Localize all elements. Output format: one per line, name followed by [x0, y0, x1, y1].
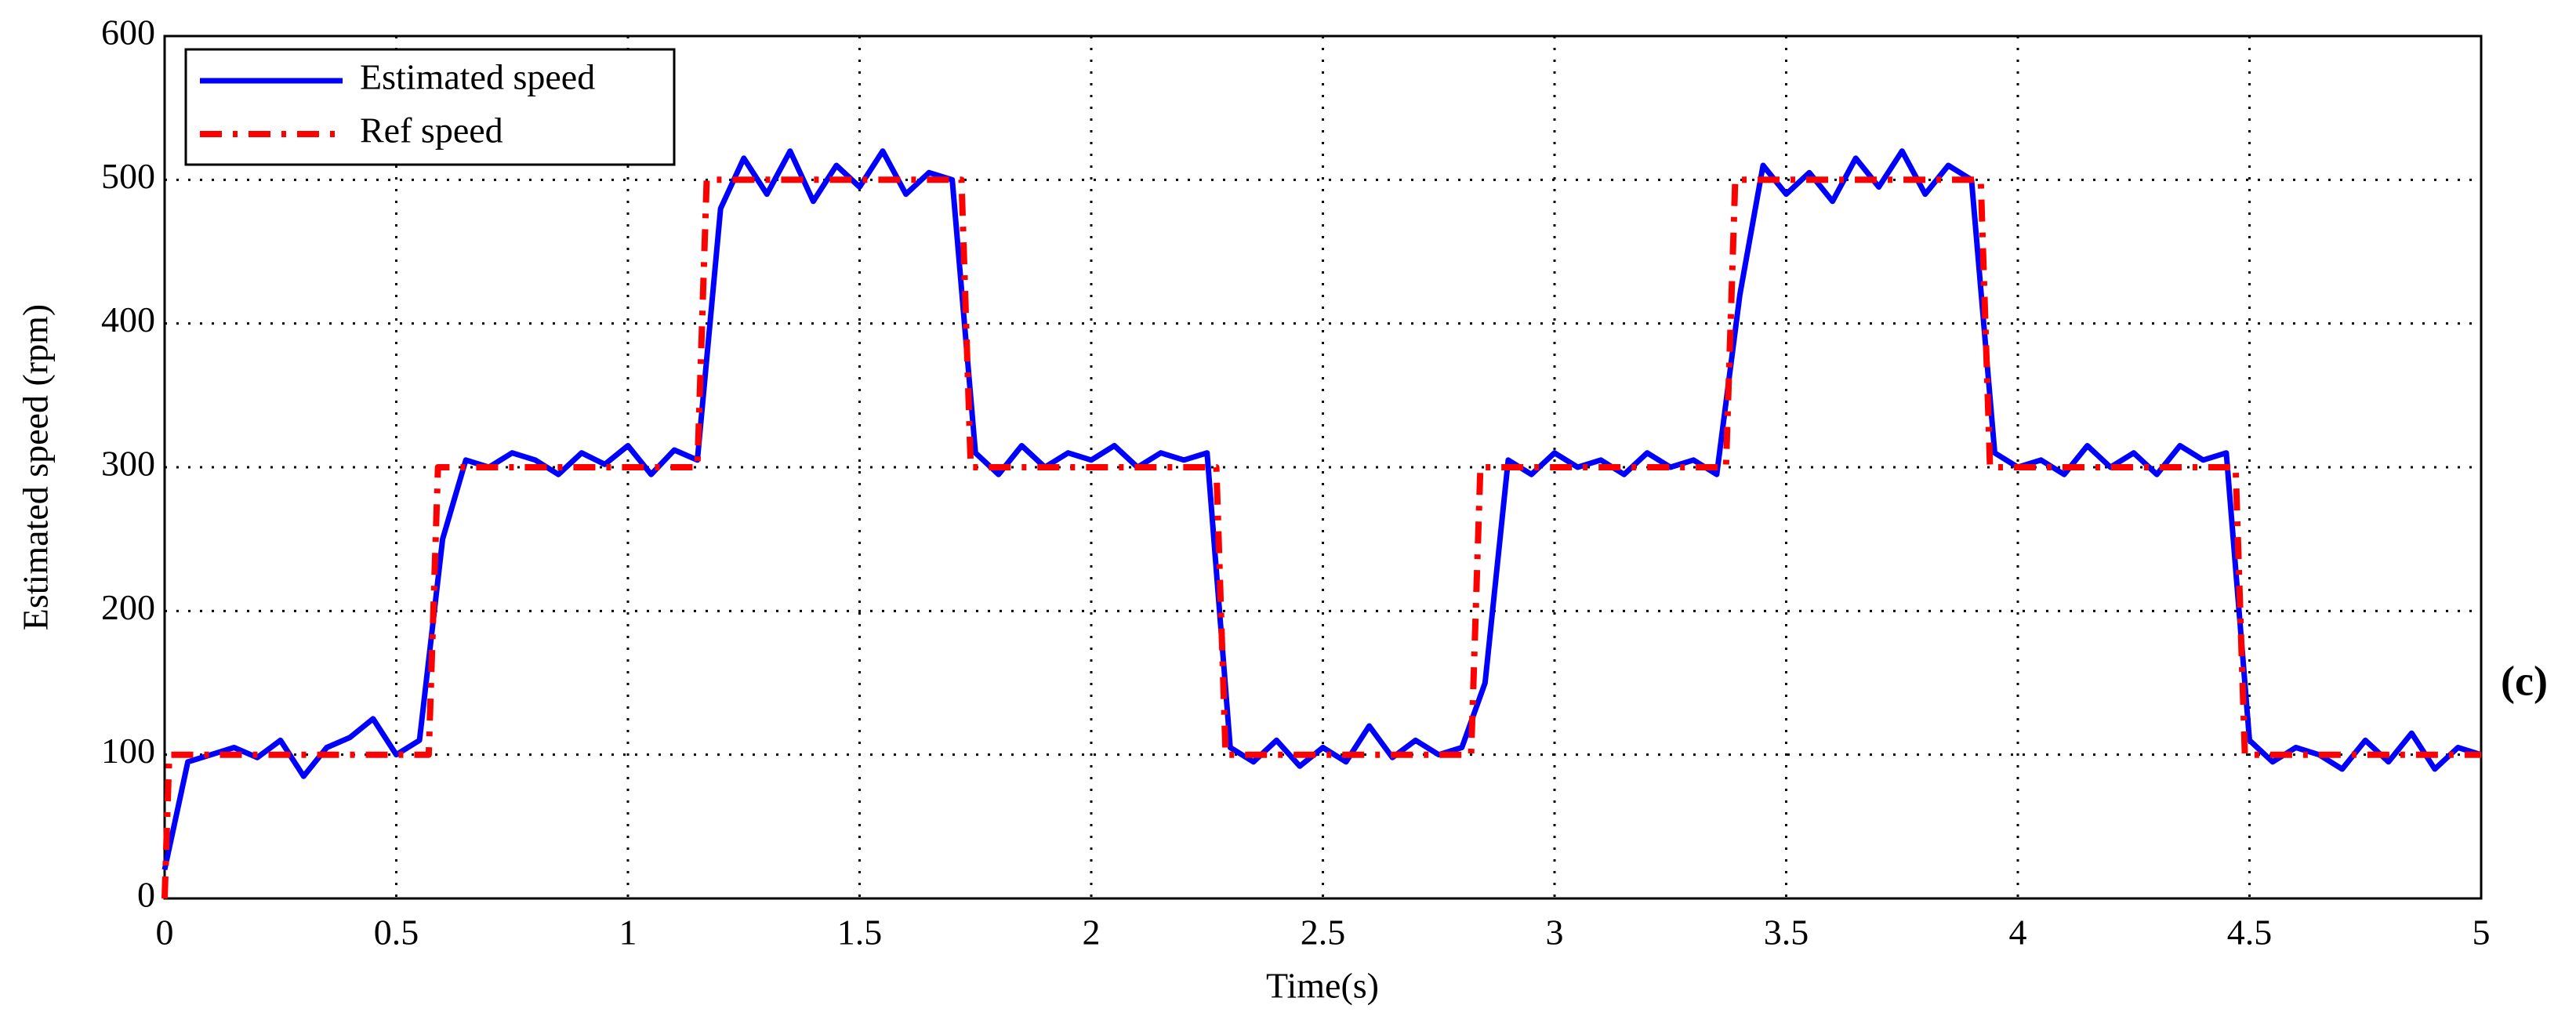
legend-box — [184, 48, 676, 166]
x-tick-label: 4 — [2009, 913, 2027, 953]
y-axis-label: Estimated speed (rpm) — [16, 304, 56, 630]
legend-label: Estimated speed — [360, 57, 595, 97]
x-tick-label: 1 — [619, 913, 637, 953]
x-tick-label: 1.5 — [837, 913, 883, 953]
x-tick-label: 2 — [1083, 913, 1101, 953]
plot-frame — [163, 34, 2483, 900]
y-tick-label: 200 — [101, 587, 155, 627]
y-tick-label: 600 — [101, 13, 155, 53]
y-tick-label: 100 — [101, 731, 155, 771]
series-line — [161, 148, 2483, 871]
x-tick-label: 4.5 — [2227, 913, 2273, 953]
x-tick-label: 0 — [156, 913, 174, 953]
x-tick-label: 0.5 — [374, 913, 419, 953]
y-tick-label: 300 — [101, 444, 155, 484]
x-tick-label: 2.5 — [1301, 913, 1346, 953]
x-tick-label: 5 — [2473, 913, 2491, 953]
legend-label: Ref speed — [360, 111, 503, 151]
y-tick-label: 0 — [137, 875, 155, 915]
series-line — [161, 176, 2481, 899]
annotation: (c) — [2501, 657, 2548, 704]
x-tick-label: 3.5 — [1764, 913, 1809, 953]
x-tick-label: 3 — [1546, 913, 1564, 953]
y-tick-label: 400 — [101, 299, 155, 339]
y-tick-label: 500 — [101, 156, 155, 196]
x-axis-label: Time(s) — [1266, 966, 1379, 1006]
